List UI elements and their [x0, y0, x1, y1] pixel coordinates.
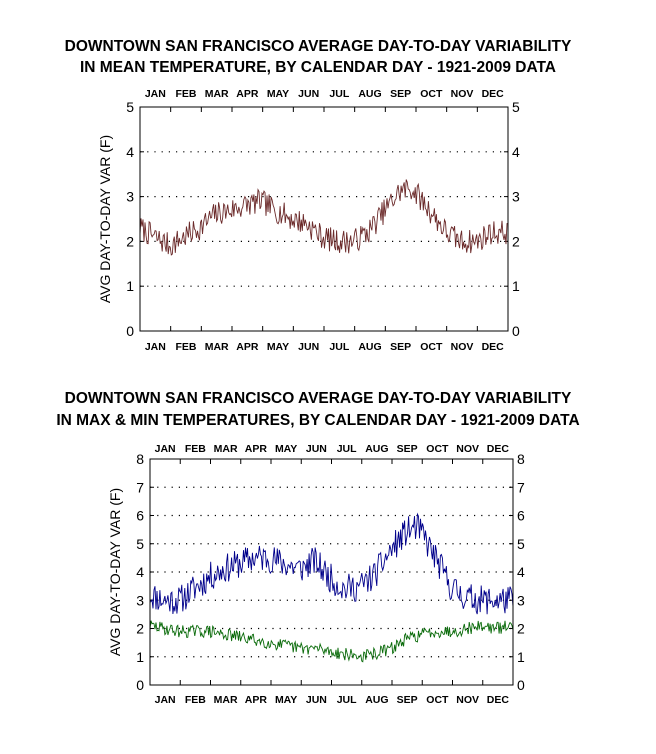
chart-title-line: DOWNTOWN SAN FRANCISCO AVERAGE DAY-TO-DA… — [65, 38, 572, 55]
plot-frame — [139, 106, 509, 332]
y-tick-label-right: 5 — [512, 99, 520, 115]
y-tick-label-right: 1 — [512, 278, 520, 294]
month-label-bottom: JUL — [337, 694, 357, 706]
y-tick-label-left: 0 — [126, 323, 134, 339]
month-label-top: JUN — [298, 88, 319, 100]
month-label-top: JAN — [145, 88, 166, 100]
month-label-top: OCT — [420, 88, 443, 100]
series-line-2 — [149, 620, 514, 663]
y-tick-label-left: 1 — [136, 649, 144, 665]
month-label-top: FEB — [176, 88, 197, 100]
y-tick-label-right: 0 — [512, 323, 520, 339]
chart-title-line: IN MEAN TEMPERATURE, BY CALENDAR DAY - 1… — [80, 59, 556, 76]
month-label-bottom: OCT — [426, 694, 449, 706]
y-tick-label-left: 5 — [136, 536, 144, 552]
y-tick-label-left: 8 — [136, 451, 144, 467]
y-tick-label-left: 6 — [136, 508, 144, 524]
y-axis-label: AVG DAY-TO-DAY VAR (F) — [97, 135, 113, 303]
month-label-bottom: MAR — [205, 341, 229, 353]
month-label-bottom: NOV — [456, 694, 479, 706]
month-label-bottom: DEC — [482, 341, 505, 353]
month-label-bottom: NOV — [451, 341, 474, 353]
month-label-bottom: JAN — [145, 341, 166, 353]
month-label-bottom: JUN — [306, 694, 327, 706]
month-label-top: JUL — [329, 88, 349, 100]
month-label-top: SEP — [397, 443, 418, 455]
month-label-bottom: SEP — [390, 341, 411, 353]
month-label-bottom: FEB — [185, 694, 206, 706]
y-tick-label-right: 5 — [517, 536, 525, 552]
y-tick-label-right: 4 — [512, 144, 520, 160]
chart-title-line: DOWNTOWN SAN FRANCISCO AVERAGE DAY-TO-DA… — [65, 390, 572, 407]
month-label-top: MAY — [267, 88, 289, 100]
y-tick-label-left: 4 — [126, 144, 134, 160]
month-label-bottom: JUL — [329, 341, 349, 353]
y-tick-label-right: 2 — [512, 233, 520, 249]
month-label-bottom: DEC — [487, 694, 510, 706]
month-label-bottom: MAY — [275, 694, 297, 706]
series-line-1 — [139, 179, 509, 256]
y-tick-label-right: 7 — [517, 479, 525, 495]
y-tick-label-right: 2 — [517, 621, 525, 637]
y-axis-label: AVG DAY-TO-DAY VAR (F) — [107, 488, 123, 656]
month-label-bottom: APR — [245, 694, 268, 706]
month-label-bottom: AUG — [365, 694, 388, 706]
month-label-bottom: MAR — [214, 694, 238, 706]
y-tick-label-right: 1 — [517, 649, 525, 665]
y-tick-label-right: 4 — [517, 564, 525, 580]
month-label-top: OCT — [426, 443, 449, 455]
y-tick-label-right: 3 — [517, 592, 525, 608]
month-label-bottom: APR — [236, 341, 259, 353]
plot-frame — [149, 458, 514, 686]
month-label-bottom: AUG — [358, 341, 381, 353]
month-label-top: MAY — [275, 443, 297, 455]
month-label-top: NOV — [456, 443, 479, 455]
y-tick-label-left: 2 — [126, 233, 134, 249]
month-label-top: AUG — [365, 443, 388, 455]
y-tick-label-left: 3 — [126, 189, 134, 205]
y-tick-label-right: 0 — [517, 677, 525, 693]
month-label-bottom: JUN — [298, 341, 319, 353]
month-label-top: FEB — [185, 443, 206, 455]
month-label-bottom: FEB — [176, 341, 197, 353]
y-tick-label-left: 7 — [136, 479, 144, 495]
month-label-top: JUN — [306, 443, 327, 455]
y-tick-label-left: 5 — [126, 99, 134, 115]
y-tick-label-left: 4 — [136, 564, 144, 580]
month-label-top: APR — [236, 88, 259, 100]
month-label-top: APR — [245, 443, 268, 455]
month-label-top: NOV — [451, 88, 474, 100]
month-label-bottom: JAN — [155, 694, 176, 706]
y-tick-label-right: 6 — [517, 508, 525, 524]
month-label-top: JUL — [337, 443, 357, 455]
series-line-1 — [149, 512, 514, 615]
month-label-top: AUG — [358, 88, 381, 100]
month-label-bottom: OCT — [420, 341, 443, 353]
month-label-top: DEC — [487, 443, 510, 455]
month-label-top: MAR — [214, 443, 238, 455]
y-tick-label-left: 1 — [126, 278, 134, 294]
month-label-top: DEC — [482, 88, 505, 100]
chart-title-line: IN MAX & MIN TEMPERATURES, BY CALENDAR D… — [56, 412, 579, 429]
month-label-bottom: MAY — [267, 341, 289, 353]
y-tick-label-left: 3 — [136, 592, 144, 608]
month-label-top: SEP — [390, 88, 411, 100]
y-tick-label-right: 8 — [517, 451, 525, 467]
y-tick-label-left: 0 — [136, 677, 144, 693]
y-tick-label-right: 3 — [512, 189, 520, 205]
month-label-bottom: SEP — [397, 694, 418, 706]
month-label-top: JAN — [155, 443, 176, 455]
month-label-top: MAR — [205, 88, 229, 100]
y-tick-label-left: 2 — [136, 621, 144, 637]
